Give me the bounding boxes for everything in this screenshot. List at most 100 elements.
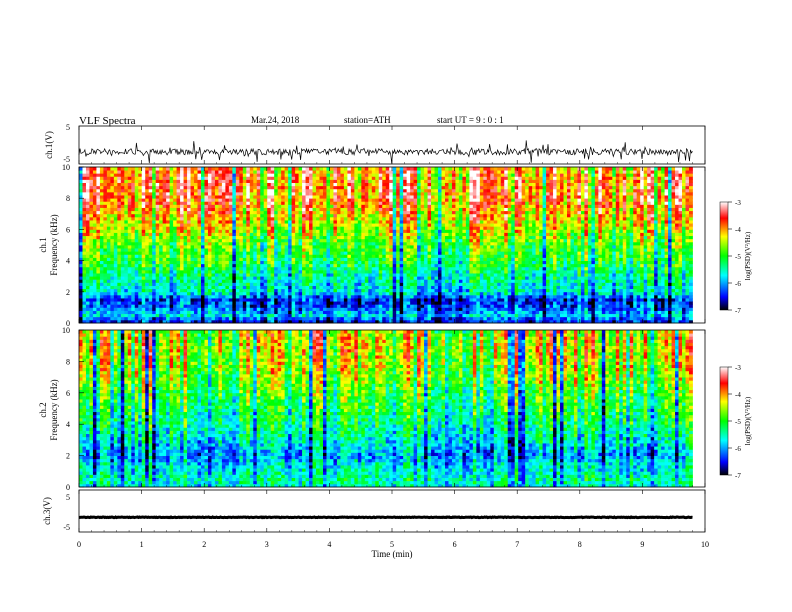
spectrogram-cell: [239, 304, 244, 308]
spectrogram-cell: [120, 276, 125, 280]
spectrogram-cell: [277, 282, 282, 286]
spectrogram-cell: [305, 291, 310, 296]
spectrogram-cell: [323, 260, 327, 265]
spectrogram-cell: [291, 248, 296, 252]
spectrogram-cell: [89, 304, 94, 308]
spectrogram-cell: [284, 260, 289, 265]
spectrogram-cell: [225, 307, 230, 311]
spectrogram-cell: [221, 251, 226, 255]
spectrogram-cell: [162, 245, 167, 249]
spectrogram-cell: [232, 269, 237, 274]
spectrogram-cell: [214, 269, 219, 274]
spectrogram-cell: [270, 182, 275, 187]
spectrogram-cell: [413, 251, 418, 255]
spectrogram-cell: [357, 294, 362, 299]
spectrogram-cell: [424, 279, 428, 283]
spectrogram-cell: [159, 216, 164, 221]
spectrogram-cell: [194, 226, 198, 230]
spectrogram-cell: [378, 204, 383, 208]
spectrogram-cell: [235, 223, 240, 227]
spectrogram-cell: [232, 198, 237, 202]
spectrogram-cell: [138, 167, 143, 171]
spectrogram-cell: [382, 210, 387, 215]
spectrogram-cell: [364, 241, 369, 246]
spectrogram-cell: [201, 207, 205, 212]
spectrogram-cell: [281, 273, 286, 277]
spectrogram-cell: [162, 210, 167, 215]
spectrogram-cell: [410, 235, 415, 240]
spectrogram-cell: [340, 298, 345, 302]
spectrogram-cell: [187, 266, 191, 271]
spectrogram-cell: [256, 288, 261, 293]
spectrogram-cell: [99, 285, 104, 290]
spectrogram-cell: [194, 279, 198, 283]
spectrogram-cell: [333, 260, 338, 265]
spectrogram-cell: [347, 188, 352, 193]
spectrogram-cell: [141, 210, 146, 215]
spectrogram-cell: [298, 251, 303, 255]
spectrogram-cell: [417, 235, 421, 240]
spectrogram-cell: [201, 235, 205, 240]
spectrogram-cell: [166, 216, 171, 221]
spectrogram-cell: [110, 223, 115, 227]
spectrogram-cell: [274, 251, 279, 255]
spectrogram-cell: [85, 223, 90, 227]
spectrogram-cell: [406, 201, 411, 205]
station-label: station=ATH: [344, 115, 391, 125]
spectrogram-cell: [92, 263, 97, 268]
spectrogram-cell: [162, 204, 167, 208]
spectrogram-cell: [329, 298, 334, 302]
spectrogram-cell: [385, 229, 390, 233]
spectrogram-cell: [204, 273, 209, 277]
spectrogram-cell: [194, 229, 198, 233]
spectrogram-cell: [148, 316, 153, 321]
spectrogram-cell: [420, 195, 425, 199]
spectrogram-cell: [134, 269, 139, 274]
spectrogram-cell: [159, 232, 164, 237]
spectrogram-cell: [256, 226, 261, 230]
spectrogram-cell: [201, 210, 205, 215]
spectrogram-cell: [323, 298, 327, 302]
spectrogram-cell: [166, 241, 171, 246]
spectrogram-cell: [242, 232, 247, 237]
spectrogram-cell: [138, 251, 143, 255]
spectrogram-cell: [124, 301, 129, 305]
spectrogram-cell: [85, 291, 90, 296]
spectrogram-cell: [131, 254, 136, 258]
spectrogram-cell: [382, 319, 387, 324]
spectrogram-cell: [403, 198, 408, 202]
spectrogram-cell: [110, 273, 115, 277]
spectrogram-cell: [169, 266, 174, 271]
spectrogram-cell: [239, 266, 244, 271]
spectrogram-cell: [403, 204, 408, 208]
spectrogram-cell: [396, 288, 401, 293]
spectrogram-cell: [235, 291, 240, 296]
spectrogram-cell: [336, 213, 341, 218]
spectrogram-cell: [166, 201, 171, 205]
spectrogram-cell: [162, 207, 167, 212]
spectrogram-cell: [92, 251, 97, 255]
spectrogram-cell: [253, 266, 258, 271]
spectrogram-cell: [284, 182, 289, 187]
spectrogram-cell: [232, 176, 237, 180]
spectrogram-cell: [368, 229, 373, 233]
spectrogram-cell: [385, 235, 390, 240]
spectrogram-cell: [201, 294, 205, 299]
spectrogram-cell: [82, 198, 87, 202]
spectrogram-cell: [218, 191, 223, 196]
spectrogram-cell: [378, 229, 383, 233]
spectrogram-cell: [141, 269, 146, 274]
spectrogram-cell: [396, 210, 401, 215]
spectrogram-cell: [309, 198, 313, 202]
spectrogram-cell: [183, 173, 188, 177]
spectrogram-cell: [106, 238, 111, 243]
spectrogram-cell: [302, 204, 306, 208]
spectrogram-cell: [221, 201, 226, 205]
spectrogram-cell: [323, 223, 327, 227]
spectrogram-cell: [79, 185, 83, 190]
spectrogram-cell: [291, 251, 296, 255]
spectrogram-cell: [103, 216, 108, 221]
spectrogram-cell: [399, 191, 404, 196]
spectrogram-cell: [148, 282, 153, 286]
spectrogram-cell: [343, 213, 348, 218]
